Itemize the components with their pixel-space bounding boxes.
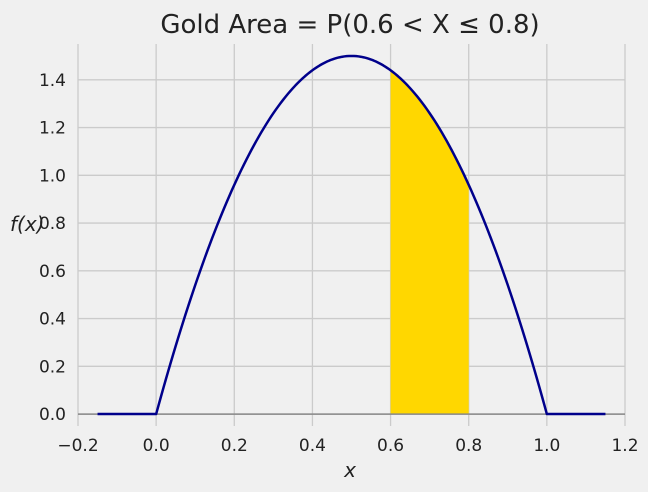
x-tick-label: 0.2 (221, 436, 248, 456)
shaded-area-group (390, 70, 469, 415)
y-tick-label: 0.8 (39, 214, 66, 234)
y-tick-label: 0.0 (39, 405, 66, 425)
y-tick-label: 0.2 (39, 357, 66, 377)
y-tick-label: 1.2 (39, 119, 66, 139)
x-tick-label: −0.2 (57, 436, 98, 456)
x-axis-label: x (343, 458, 356, 482)
x-tick-label: 1.2 (611, 436, 638, 456)
x-tick-label: 0.6 (377, 436, 404, 456)
chart-title: Gold Area = P(0.6 < X ≤ 0.8) (160, 10, 539, 40)
y-tick-label: 1.0 (39, 166, 66, 186)
x-tick-labels: −0.2 0.0 0.2 0.4 0.6 0.8 1.0 1.2 (57, 436, 638, 456)
y-tick-label: 1.4 (39, 71, 66, 91)
x-tick-label: 0.0 (143, 436, 170, 456)
density-curve-group (97, 54, 606, 416)
y-tick-labels: 0.0 0.2 0.4 0.6 0.8 1.0 1.2 1.4 (39, 71, 66, 425)
y-tick-label: 0.6 (39, 262, 66, 282)
gold-shaded-area (390, 70, 469, 415)
x-tick-label: 1.0 (533, 436, 560, 456)
grid-lines (77, 44, 626, 426)
x-tick-label: 0.4 (299, 436, 326, 456)
y-tick-label: 0.4 (39, 310, 66, 330)
x-tick-label: 0.8 (455, 436, 482, 456)
density-curve (97, 54, 606, 416)
y-axis-label: f(x) (10, 212, 44, 236)
